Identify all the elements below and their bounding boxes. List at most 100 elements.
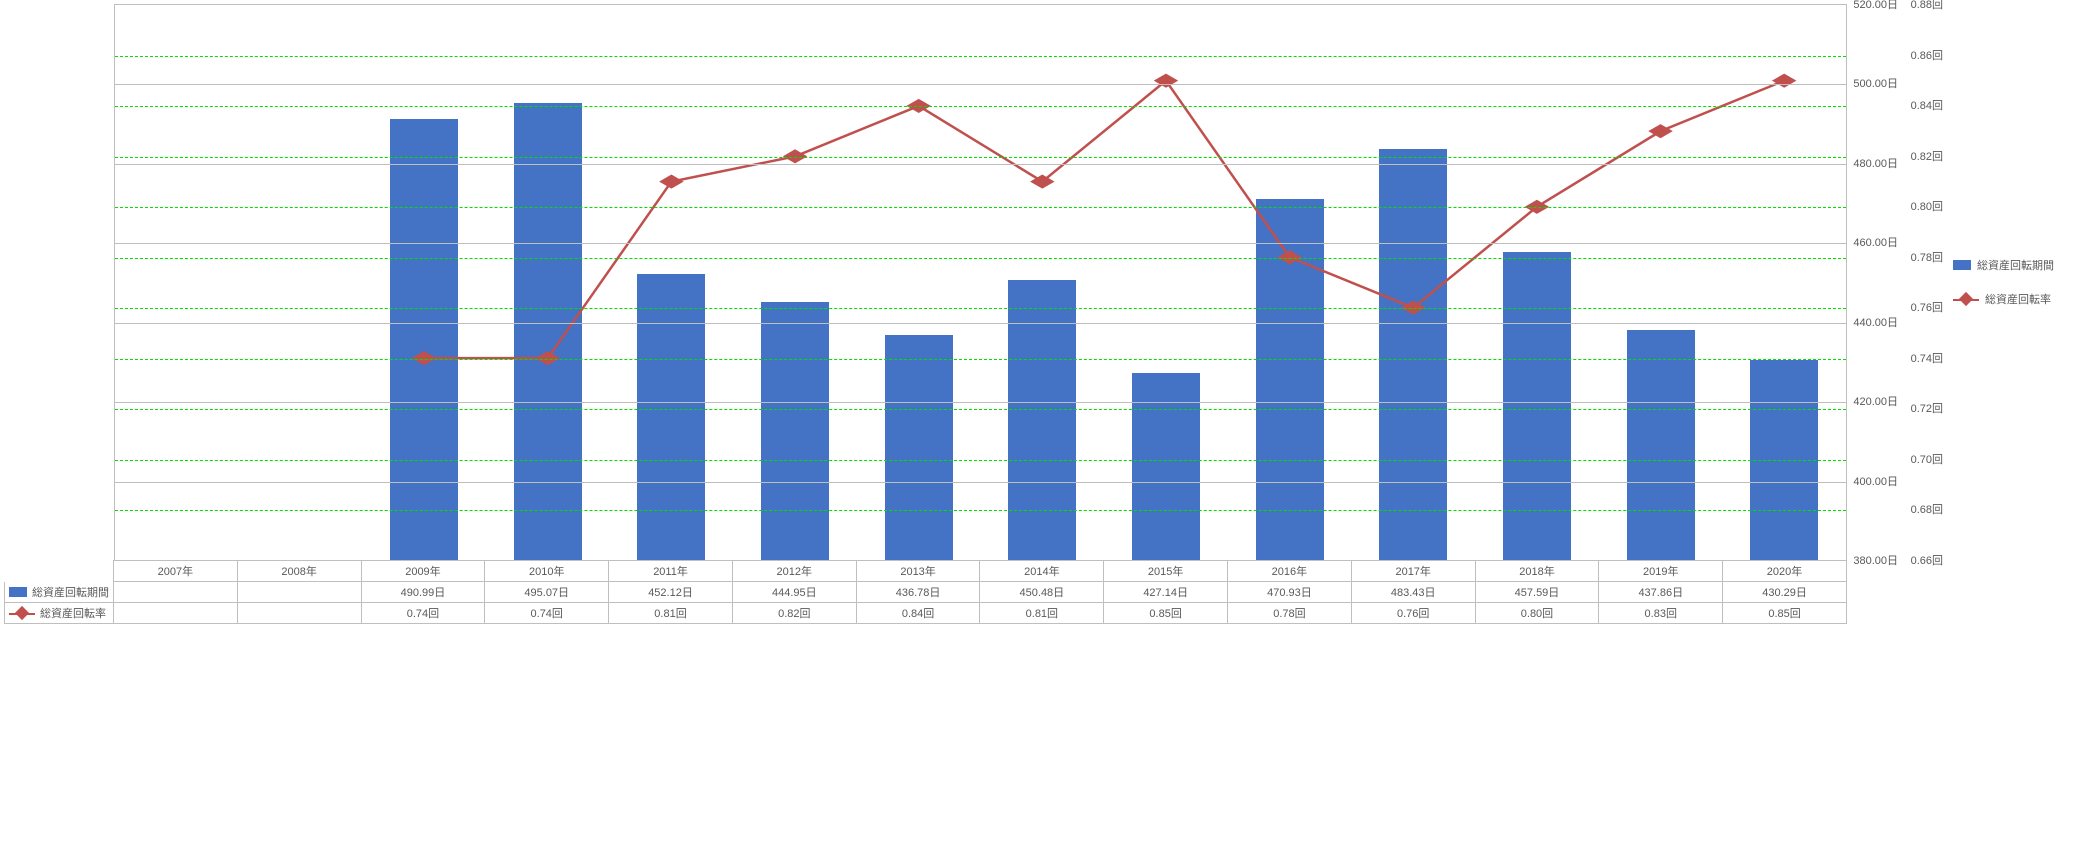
table-category-cell: 2012年 [733,560,857,582]
table-bar-cell: 470.93日 [1228,582,1352,603]
table-bar-cell [114,582,238,603]
table-line-cells: 0.74回0.74回0.81回0.82回0.84回0.81回0.85回0.78回… [114,603,1847,624]
table-category-cell: 2011年 [609,560,733,582]
legend-line-swatch [1953,294,1979,304]
table-bar-cell: 483.43日 [1352,582,1476,603]
table-category-cells: 2007年2008年2009年2010年2011年2012年2013年2014年… [114,560,1847,582]
grid-secondary [115,460,1846,461]
table-line-cell: 0.81回 [609,603,733,624]
grid-primary [115,84,1846,85]
legend-line-label: 総資産回転率 [1985,291,2051,307]
table-line-cell: 0.80回 [1476,603,1600,624]
grid-secondary [115,258,1846,259]
table-category-cell: 2020年 [1723,560,1847,582]
table-line-cell: 0.82回 [733,603,857,624]
table-category-cell: 2017年 [1352,560,1476,582]
legend-bar-swatch [1953,260,1971,270]
table-line-cell: 0.84回 [857,603,981,624]
table-line-cell: 0.74回 [485,603,609,624]
table-bar-cell: 450.48日 [980,582,1104,603]
grid-primary [115,402,1846,403]
table-bar-cell: 452.12日 [609,582,733,603]
secondary-tick-label: 0.86回 [1911,47,1943,63]
table-row-header-line: 総資産回転率 [4,603,114,624]
grid-primary [115,164,1846,165]
line-swatch-icon [9,608,35,618]
grid-primary [115,243,1846,244]
secondary-tick-label: 0.88回 [1911,0,1943,12]
table-line-cell [238,603,362,624]
grid-secondary [115,106,1846,107]
bar-swatch-icon [9,587,27,597]
secondary-tick-label: 0.76回 [1911,299,1943,315]
table-line-cell: 0.85回 [1723,603,1847,624]
table-bar-cell: 490.99日 [362,582,486,603]
secondary-tick-label: 0.74回 [1911,350,1943,366]
primary-tick-label: 500.00日 [1853,75,1898,91]
table-bar-cell: 444.95日 [733,582,857,603]
table-category-cell: 2009年 [362,560,486,582]
primary-y-axis: 380.00日400.00日420.00日440.00日460.00日480.0… [1847,4,1902,560]
table-right-spacer [1847,582,2077,603]
table-bar-cell: 427.14日 [1104,582,1228,603]
secondary-tick-label: 0.82回 [1911,148,1943,164]
plot-area [114,4,1847,560]
grid-secondary [115,157,1846,158]
table-category-cell: 2013年 [857,560,981,582]
primary-tick-label: 400.00日 [1853,473,1898,489]
right-legend: 総資産回転期間 総資産回転率 [1947,4,2077,560]
table-line-cell [114,603,238,624]
chart-top-row: 380.00日400.00日420.00日440.00日460.00日480.0… [4,4,2077,560]
table-line-cell: 0.78回 [1228,603,1352,624]
primary-tick-label: 480.00日 [1853,155,1898,171]
left-gutter [4,4,114,560]
grid-secondary [115,308,1846,309]
table-category-row: 2007年2008年2009年2010年2011年2012年2013年2014年… [4,560,2077,582]
table-line-cell: 0.76回 [1352,603,1476,624]
table-category-cell: 2018年 [1476,560,1600,582]
primary-tick-label: 420.00日 [1853,393,1898,409]
table-category-cell: 2008年 [238,560,362,582]
primary-tick-label: 380.00日 [1853,552,1898,568]
grid-secondary [115,409,1846,410]
data-table: 2007年2008年2009年2010年2011年2012年2013年2014年… [4,560,2077,624]
table-line-cell: 0.85回 [1104,603,1228,624]
table-category-cell: 2010年 [485,560,609,582]
primary-tick-label: 440.00日 [1853,314,1898,330]
table-bar-cell [238,582,362,603]
line-marker [1154,74,1178,88]
table-category-cell: 2019年 [1599,560,1723,582]
secondary-tick-label: 0.70回 [1911,451,1943,467]
secondary-tick-label: 0.66回 [1911,552,1943,568]
chart-root: 380.00日 400.00日 420.00日 440.00日 460.00日 480.0… [4,4,2077,624]
table-line-cell: 0.74回 [362,603,486,624]
table-row-header-bar: 総資産回転期間 [4,582,114,603]
table-row1-label: 総資産回転期間 [32,584,109,600]
grid-secondary [115,359,1846,360]
secondary-tick-label: 0.68回 [1911,501,1943,517]
table-row2-label: 総資産回転率 [40,605,106,621]
table-line-cell: 0.81回 [980,603,1104,624]
grid-secondary [115,510,1846,511]
primary-tick-label: 460.00日 [1853,234,1898,250]
primary-tick-label: 520.00日 [1853,0,1898,12]
table-category-cell: 2015年 [1104,560,1228,582]
table-row-header-blank [4,560,114,582]
secondary-tick-label: 0.84回 [1911,97,1943,113]
secondary-y-axis: 0.66回0.68回0.70回0.72回0.74回0.76回0.78回0.80回… [1902,4,1947,560]
secondary-tick-label: 0.78回 [1911,249,1943,265]
table-bar-row: 総資産回転期間 490.99日495.07日452.12日444.95日436.… [4,582,2077,603]
grid-secondary [115,56,1846,57]
table-category-cell: 2014年 [980,560,1104,582]
table-bar-cell: 430.29日 [1723,582,1847,603]
series-line [424,81,1784,359]
table-category-cell: 2016年 [1228,560,1352,582]
grid-primary [115,323,1846,324]
secondary-tick-label: 0.80回 [1911,198,1943,214]
table-bar-cell: 457.59日 [1476,582,1600,603]
legend-item-line: 総資産回転率 [1953,291,2077,307]
grid-primary [115,482,1846,483]
table-bar-cells: 490.99日495.07日452.12日444.95日436.78日450.4… [114,582,1847,603]
secondary-tick-label: 0.72回 [1911,400,1943,416]
table-line-row: 総資産回転率 0.74回0.74回0.81回0.82回0.84回0.81回0.8… [4,603,2077,624]
